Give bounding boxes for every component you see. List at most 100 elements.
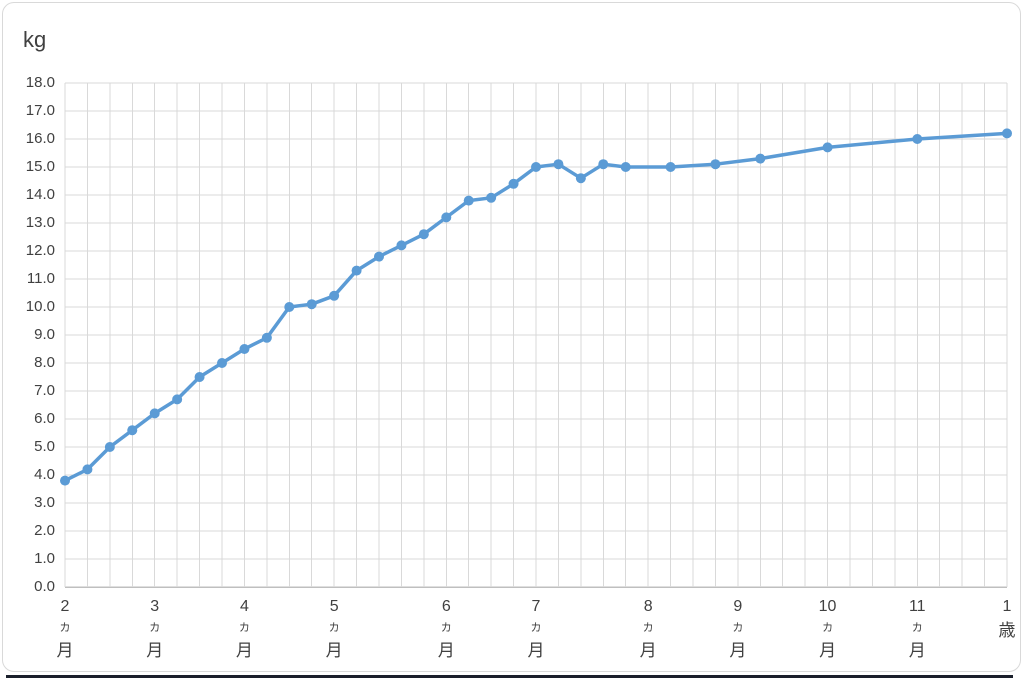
x-axis-tick-label: 5 カ月 bbox=[302, 595, 366, 663]
data-point-marker[interactable] bbox=[172, 394, 183, 405]
data-point-marker[interactable] bbox=[463, 195, 474, 206]
data-point-marker[interactable] bbox=[351, 265, 362, 276]
y-axis-tick-label: 9.0 bbox=[34, 326, 55, 343]
x-axis-tick-label-line: カ bbox=[822, 622, 834, 634]
x-axis-tick-label: 10 カ月 bbox=[796, 595, 860, 663]
data-point-marker[interactable] bbox=[284, 302, 295, 312]
data-point-marker[interactable] bbox=[396, 240, 407, 251]
x-axis-tick-label-line: 5 bbox=[329, 598, 339, 615]
x-axis-tick-label-line: 2 bbox=[60, 598, 70, 615]
x-axis-tick-label-line: 8 bbox=[643, 598, 653, 615]
y-axis-tick-label: 0.0 bbox=[34, 578, 55, 595]
x-axis-tick-label-line: 歳 bbox=[998, 621, 1016, 640]
data-point-marker[interactable] bbox=[665, 162, 676, 172]
y-axis-tick-label: 8.0 bbox=[34, 354, 55, 371]
data-point-marker[interactable] bbox=[217, 358, 227, 368]
x-axis-tick-label: 7 カ月 bbox=[504, 595, 568, 663]
x-axis-tick-label-line: カ bbox=[328, 622, 340, 634]
x-axis-tick-label: 3 カ月 bbox=[123, 595, 187, 663]
y-axis-tick-label: 17.0 bbox=[25, 102, 55, 119]
y-axis-tick-label: 18.0 bbox=[25, 74, 55, 91]
x-axis-tick-label-line: カ bbox=[530, 622, 542, 634]
x-axis-tick-label-line: 月 bbox=[729, 641, 747, 660]
x-axis-tick-label-line: カ bbox=[440, 622, 452, 634]
y-axis-tick-label: 16.0 bbox=[25, 130, 55, 147]
data-point-marker[interactable] bbox=[1002, 128, 1012, 139]
data-point-marker[interactable] bbox=[822, 142, 833, 153]
x-axis-tick-label-line: カ bbox=[911, 622, 923, 634]
x-axis-tick-label-line: 月 bbox=[325, 641, 343, 660]
data-point-marker[interactable] bbox=[508, 178, 519, 189]
x-axis-tick-label-line: カ bbox=[149, 622, 161, 634]
x-axis-tick-label-line: 月 bbox=[908, 641, 926, 660]
y-axis-tick-label: 4.0 bbox=[34, 466, 55, 483]
y-axis-tick-label: 10.0 bbox=[25, 298, 55, 315]
x-axis-tick-label-line: 月 bbox=[639, 641, 657, 660]
x-axis-tick-label-line: 月 bbox=[819, 641, 837, 660]
y-axis-tick-label: 14.0 bbox=[25, 186, 55, 203]
y-axis-tick-label: 7.0 bbox=[34, 382, 55, 399]
data-point-marker[interactable] bbox=[553, 159, 564, 170]
data-point-marker[interactable] bbox=[598, 159, 609, 170]
data-point-marker[interactable] bbox=[620, 162, 631, 172]
x-axis-tick-label-line: 9 bbox=[733, 598, 743, 615]
x-axis-tick-label: 8 カ月 bbox=[616, 595, 680, 663]
data-point-marker[interactable] bbox=[239, 344, 250, 354]
data-point-marker[interactable] bbox=[261, 332, 272, 343]
data-point-marker[interactable] bbox=[710, 159, 721, 170]
x-axis-tick-label-line: 月 bbox=[235, 641, 253, 660]
data-point-marker[interactable] bbox=[82, 464, 93, 475]
y-axis-tick-label: 13.0 bbox=[25, 214, 55, 231]
data-point-marker[interactable] bbox=[441, 212, 452, 223]
x-axis-tick-label: 6 カ月 bbox=[414, 595, 478, 663]
x-axis-tick-label: 9 カ月 bbox=[706, 595, 770, 663]
x-axis-tick-label: 4 カ月 bbox=[212, 595, 276, 663]
x-axis-tick-label-line: カ bbox=[59, 622, 71, 634]
weight-line-series[interactable] bbox=[63, 131, 1009, 483]
x-axis-tick-label-line: 月 bbox=[56, 641, 74, 660]
x-axis-tick-label-line: 1 bbox=[1002, 598, 1012, 615]
x-axis-tick-label-line: カ bbox=[238, 622, 250, 634]
x-axis-tick-label: 11 カ月 bbox=[885, 595, 949, 663]
chart-frame[interactable]: kg 0.0 1.0 2.0 3.0 4.0 5.0 6.0 7.0 8.0 9.0 10.0 11.… bbox=[2, 2, 1021, 672]
window-bottom-edge bbox=[6, 675, 1013, 678]
x-axis-tick-label-line: 4 bbox=[239, 598, 249, 615]
y-axis-tick-label: 5.0 bbox=[34, 438, 55, 455]
y-axis-tick-label: 12.0 bbox=[25, 242, 55, 259]
data-point-marker[interactable] bbox=[194, 372, 205, 382]
x-axis-tick-label-line: 月 bbox=[437, 641, 455, 660]
data-point-marker[interactable] bbox=[912, 134, 923, 144]
data-point-marker[interactable] bbox=[60, 475, 70, 486]
data-point-marker[interactable] bbox=[575, 173, 586, 184]
data-point-marker[interactable] bbox=[486, 192, 497, 203]
x-axis-tick-label-line: 3 bbox=[150, 598, 160, 615]
x-axis-tick-label-line: 11 bbox=[908, 598, 926, 615]
data-point-marker[interactable] bbox=[149, 408, 160, 419]
y-axis-tick-label: 3.0 bbox=[34, 494, 55, 511]
y-axis-tick-label: 2.0 bbox=[34, 522, 55, 539]
x-axis-tick-label: 2 カ月 bbox=[33, 595, 97, 663]
y-axis-unit-label: kg bbox=[23, 27, 47, 52]
data-point-marker[interactable] bbox=[329, 290, 340, 301]
data-point-marker[interactable] bbox=[755, 153, 766, 164]
data-point-marker[interactable] bbox=[104, 442, 115, 452]
data-point-marker[interactable] bbox=[531, 162, 541, 172]
data-point-marker[interactable] bbox=[127, 425, 138, 436]
x-axis-tick-label-line: 月 bbox=[527, 641, 545, 660]
x-axis-tick-label-line: 7 bbox=[531, 598, 541, 615]
y-axis-tick-label: 11.0 bbox=[26, 270, 55, 287]
x-axis-tick-label-line: カ bbox=[732, 622, 744, 634]
y-axis-tick-label: 6.0 bbox=[34, 410, 55, 427]
x-axis-tick-label-line: 月 bbox=[146, 641, 164, 660]
x-axis-tick-label-line: 6 bbox=[441, 598, 451, 615]
data-point-marker[interactable] bbox=[374, 251, 384, 262]
y-axis-tick-label: 1.0 bbox=[34, 550, 55, 567]
y-axis-tick-label: 15.0 bbox=[25, 158, 55, 175]
plot-area[interactable] bbox=[60, 82, 1012, 588]
x-axis-tick-label-line: カ bbox=[642, 622, 654, 634]
data-point-marker[interactable] bbox=[306, 299, 317, 310]
x-axis-tick-label-line: 10 bbox=[818, 598, 837, 615]
data-point-marker[interactable] bbox=[418, 229, 429, 240]
